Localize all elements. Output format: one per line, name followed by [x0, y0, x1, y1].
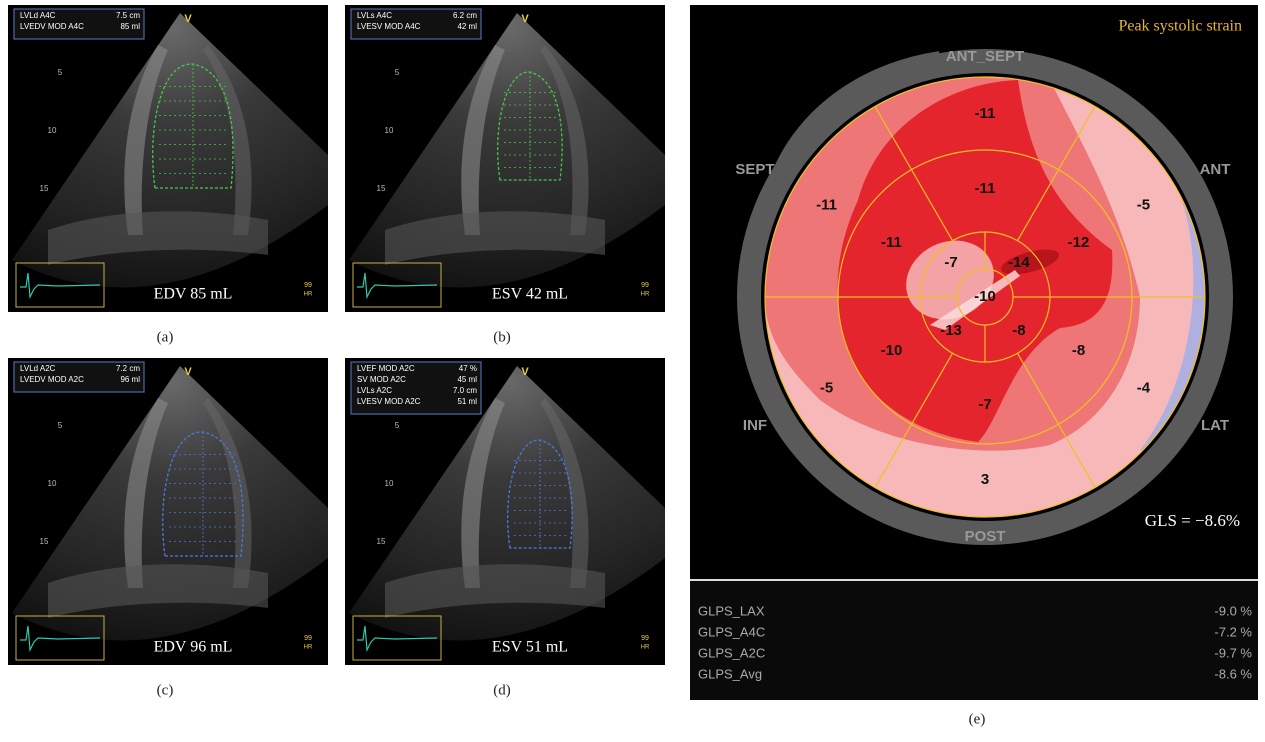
depth-label: 15: [40, 184, 49, 193]
hr-unit: HR: [641, 292, 650, 298]
measure-name: SV MOD A2C: [357, 375, 406, 384]
hr-unit: HR: [304, 645, 313, 651]
measure-name: LVESV MOD A2C: [357, 397, 421, 406]
segment-value: -8: [1072, 342, 1085, 359]
wall-label: POST: [965, 528, 1006, 545]
heart-rate: 99: [304, 282, 312, 289]
measure-name: LVLs A4C: [357, 11, 392, 20]
depth-label: 15: [377, 184, 386, 193]
measure-name: LVLs A2C: [357, 386, 392, 395]
wall-label: INF: [743, 417, 767, 434]
segment-value: -5: [820, 379, 833, 396]
panel-label: (e): [969, 711, 986, 727]
glps-name: GLPS_Avg: [698, 666, 762, 681]
measure-name: LVEF MOD A2C: [357, 364, 415, 373]
glps-name: GLPS_A4C: [698, 624, 765, 639]
measure-name: LVESV MOD A4C: [357, 22, 421, 31]
segment-value: -10: [974, 288, 996, 305]
figure: LVLd A4C 7.5 cm LVEDV MOD A4C 85 ml V 5 10 15 99…: [0, 0, 1265, 742]
depth-label: 5: [395, 421, 400, 430]
volume-caption: EDV 96 mL: [154, 639, 233, 656]
depth-label: 10: [385, 126, 394, 135]
measure-value: 42 ml: [457, 22, 477, 31]
measure-name: LVLd A2C: [20, 364, 56, 373]
segment-value: -11: [881, 234, 902, 251]
panel-label: (d): [493, 682, 511, 698]
glps-name: GLPS_A2C: [698, 645, 765, 660]
heart-rate: 99: [304, 635, 312, 642]
panel-label: (b): [493, 329, 511, 345]
probe-marker: V: [184, 13, 192, 25]
measure-name: LVEDV MOD A4C: [20, 22, 84, 31]
echo-panel: LVLd A4C 7.5 cm LVEDV MOD A4C 85 ml V 5 10 15 99…: [8, 5, 328, 312]
wall-label: SEPT: [735, 161, 774, 178]
measure-value: 7.2 cm: [116, 364, 140, 373]
wall-label: LAT: [1201, 417, 1229, 434]
measure-value: 85 ml: [120, 22, 140, 31]
echo-panel: LVLd A2C 7.2 cm LVEDV MOD A2C 96 ml V 5 10 15 99…: [8, 358, 328, 665]
measure-value: 7.5 cm: [116, 11, 140, 20]
glps-value: -7.2 %: [1214, 624, 1252, 639]
measure-value: 6.2 cm: [453, 11, 477, 20]
segment-value: -10: [881, 342, 903, 359]
echo-panel: LVEF MOD A2C 47 % SV MOD A2C 45 ml LVLs A2C 7…: [345, 358, 665, 665]
glps-value: -9.7 %: [1214, 645, 1252, 660]
table-background: [690, 580, 1258, 700]
probe-marker: V: [521, 13, 529, 25]
heart-rate: 99: [641, 635, 649, 642]
segment-value: -11: [816, 196, 837, 213]
measure-name: LVLd A4C: [20, 11, 56, 20]
segment-value: -13: [940, 322, 962, 339]
echo-panel: LVLs A4C 6.2 cm LVESV MOD A4C 42 ml V 5 10 15 99…: [345, 5, 665, 312]
segment-value: -5: [1137, 196, 1150, 213]
glps-value: -8.6 %: [1214, 666, 1252, 681]
depth-label: 5: [58, 68, 63, 77]
glps-name: GLPS_LAX: [698, 603, 765, 618]
probe-marker: V: [184, 366, 192, 378]
volume-caption: EDV 85 mL: [154, 286, 233, 303]
depth-label: 10: [385, 479, 394, 488]
volume-caption: ESV 42 mL: [492, 286, 568, 303]
segment-value: -7: [978, 396, 991, 413]
echo-panels: LVLd A4C 7.5 cm LVEDV MOD A4C 85 ml V 5 10 15 99…: [8, 5, 665, 665]
panel-label: (c): [157, 682, 174, 698]
panel-title: Peak systolic strain: [1118, 18, 1242, 35]
depth-label: 5: [395, 68, 400, 77]
segment-value: -7: [944, 254, 957, 271]
segment-value: 3: [981, 471, 989, 488]
wall-label: ANT: [1200, 161, 1231, 178]
depth-label: 15: [377, 537, 386, 546]
hr-unit: HR: [641, 645, 650, 651]
measure-value: 47 %: [459, 364, 477, 373]
depth-label: 10: [48, 126, 57, 135]
segment-value: -8: [1012, 322, 1025, 339]
depth-label: 5: [58, 421, 63, 430]
segment-value: -14: [1008, 254, 1030, 271]
probe-marker: V: [521, 366, 529, 378]
measure-name: LVEDV MOD A2C: [20, 375, 84, 384]
hr-unit: HR: [304, 292, 313, 298]
heart-rate: 99: [641, 282, 649, 289]
measure-value: 96 ml: [120, 375, 140, 384]
segment-value: -4: [1137, 379, 1151, 396]
panel-label: (a): [157, 329, 174, 345]
measure-value: 7.0 cm: [453, 386, 477, 395]
depth-label: 15: [40, 537, 49, 546]
segment-value: -11: [975, 180, 996, 197]
measure-value: 51 ml: [457, 397, 477, 406]
measure-value: 45 ml: [457, 375, 477, 384]
segment-value: -11: [975, 105, 996, 122]
depth-label: 10: [48, 479, 57, 488]
glps-value: -9.0 %: [1214, 603, 1252, 618]
volume-caption: ESV 51 mL: [492, 639, 568, 656]
wall-label: ANT_SEPT: [946, 48, 1024, 65]
segment-value: -12: [1068, 234, 1090, 251]
gls-label: GLS = −8.6%: [1145, 511, 1240, 530]
